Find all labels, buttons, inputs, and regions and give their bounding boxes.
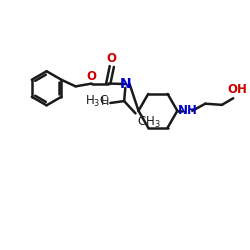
Text: OH: OH — [228, 83, 248, 96]
Text: $\mathregular{H_3C}$: $\mathregular{H_3C}$ — [85, 94, 109, 109]
Text: H: H — [101, 96, 109, 106]
Text: O: O — [87, 70, 97, 82]
Text: N: N — [120, 77, 131, 91]
Text: NH: NH — [178, 104, 198, 117]
Text: $\mathregular{CH_3}$: $\mathregular{CH_3}$ — [137, 115, 160, 130]
Text: O: O — [107, 52, 117, 64]
